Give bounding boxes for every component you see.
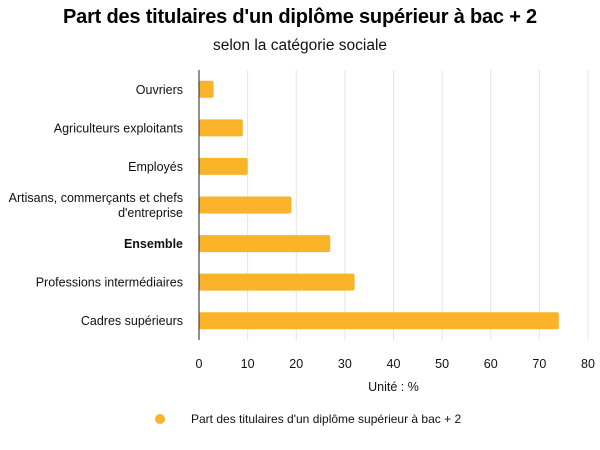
category-label: Agriculteurs exploitants [54, 121, 183, 135]
x-axis-title: Unité : % [368, 380, 419, 394]
bar[interactable] [199, 196, 292, 214]
x-tick-label: 30 [338, 357, 352, 371]
chart-title: Part des titulaires d'un diplôme supérie… [63, 6, 537, 28]
category-label: Ouvriers [136, 83, 183, 97]
legend[interactable]: Part des titulaires d'un diplôme supérie… [155, 412, 461, 426]
category-label: Professions intermédiaires [36, 276, 183, 290]
tick-labels: 0 10 20 30 40 50 60 70 80 [196, 357, 595, 371]
category-label: Employés [128, 160, 183, 174]
x-tick-label: 10 [241, 357, 255, 371]
bar[interactable] [199, 119, 243, 137]
x-tick-label: 50 [435, 357, 449, 371]
bars [199, 80, 559, 330]
bar-chart: Ouvriers Agriculteurs exploitants Employés… [9, 70, 595, 394]
legend-label: Part des titulaires d'un diplôme supérie… [191, 412, 462, 426]
bar[interactable] [199, 157, 248, 175]
x-tick-label: 0 [196, 357, 203, 371]
x-tick-label: 70 [532, 357, 546, 371]
grid-lines [247, 70, 589, 340]
category-label: Cadres supérieurs [81, 314, 183, 328]
chart-subtitle: selon la catégorie sociale [212, 37, 388, 54]
legend-marker [155, 414, 165, 424]
category-labels: Ouvriers Agriculteurs exploitants Employés… [9, 83, 183, 328]
x-tick-label: 60 [484, 357, 498, 371]
category-label: Artisans, commerçants et chefs d'entrepri… [9, 191, 183, 220]
bar[interactable] [199, 80, 214, 98]
bar[interactable] [199, 273, 355, 291]
bar[interactable] [199, 235, 331, 253]
bar[interactable] [199, 312, 559, 330]
x-tick-label: 40 [387, 357, 401, 371]
category-label: Ensemble [124, 237, 183, 251]
x-tick-label: 80 [581, 357, 595, 371]
x-tick-label: 20 [289, 357, 303, 371]
